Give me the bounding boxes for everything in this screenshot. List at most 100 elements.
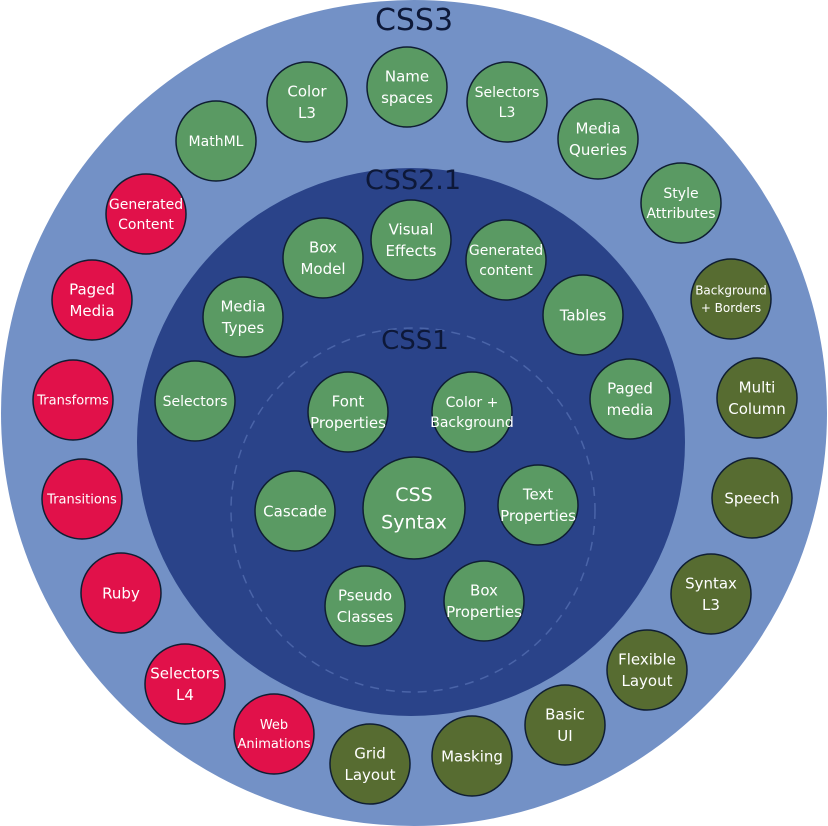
module-label: Effects bbox=[386, 242, 437, 260]
module-selectors-l4: Selectors L4 bbox=[144, 643, 226, 725]
module-circle bbox=[606, 629, 688, 711]
css1-ring bbox=[230, 327, 596, 693]
module-label: Paged bbox=[607, 379, 653, 397]
module-circle bbox=[466, 61, 548, 143]
module-syntax-l3: Syntax L3 bbox=[670, 553, 752, 635]
module-circle bbox=[431, 715, 513, 797]
module-label: L3 bbox=[298, 104, 316, 122]
module-label: Animations bbox=[237, 737, 310, 752]
module-circle bbox=[175, 100, 257, 182]
module-label: Properties bbox=[446, 603, 522, 621]
module-cascade: Cascade bbox=[254, 470, 336, 552]
module-box-properties: Box Properties bbox=[443, 560, 525, 642]
module-paged-media-css3: Paged Media bbox=[51, 259, 133, 341]
module-text-properties: Text Properties bbox=[497, 464, 579, 546]
module-label: Selectors bbox=[163, 394, 228, 410]
module-label: Pseudo bbox=[338, 586, 392, 604]
module-label: + Borders bbox=[701, 301, 761, 315]
module-label: Font bbox=[332, 392, 365, 410]
module-label: Types bbox=[221, 319, 264, 337]
module-generated-content-css3: Generated Content bbox=[105, 173, 187, 255]
module-circle bbox=[716, 357, 798, 439]
module-label: spaces bbox=[381, 89, 433, 107]
module-circle bbox=[711, 457, 793, 539]
module-ruby: Ruby bbox=[80, 552, 162, 634]
module-label: L3 bbox=[499, 105, 516, 121]
module-circle bbox=[370, 199, 452, 281]
module-circle bbox=[41, 458, 123, 540]
module-label: Properties bbox=[500, 507, 576, 525]
module-label: Syntax bbox=[685, 574, 737, 592]
module-paged-media-21: Paged media bbox=[589, 358, 671, 440]
module-pseudo-classes: Pseudo Classes bbox=[324, 565, 406, 647]
module-circle bbox=[307, 371, 389, 453]
module-transitions: Transitions bbox=[41, 458, 123, 540]
module-label: Attributes bbox=[646, 206, 715, 222]
module-label: Generated bbox=[469, 243, 543, 259]
module-label: Media bbox=[220, 297, 265, 315]
module-label: Transitions bbox=[46, 493, 117, 508]
module-css-syntax: CSS Syntax bbox=[362, 456, 466, 560]
module-circle bbox=[542, 274, 624, 356]
module-circle bbox=[557, 98, 639, 180]
module-circle bbox=[640, 162, 722, 244]
module-circle bbox=[443, 560, 525, 642]
module-label: Cascade bbox=[263, 502, 327, 520]
module-circle bbox=[329, 723, 411, 805]
module-label: content bbox=[479, 263, 533, 279]
module-label: Content bbox=[118, 217, 174, 233]
module-label: Text bbox=[522, 485, 553, 503]
module-basic-ui: Basic UI bbox=[524, 684, 606, 766]
module-selectors-21: Selectors bbox=[154, 360, 236, 442]
module-label: Model bbox=[300, 260, 345, 278]
module-circle bbox=[465, 219, 547, 301]
module-label: Generated bbox=[109, 197, 183, 213]
module-label: Column bbox=[728, 400, 785, 418]
module-label: Color bbox=[287, 82, 327, 100]
module-nodes: CSS Syntax Font Properties Color + Background… bbox=[32, 46, 798, 805]
module-circle bbox=[670, 553, 752, 635]
module-font-properties: Font Properties bbox=[307, 371, 389, 453]
module-label: Classes bbox=[337, 608, 394, 626]
module-label: Masking bbox=[441, 747, 503, 765]
module-circle bbox=[51, 259, 133, 341]
module-label: Media bbox=[69, 302, 114, 320]
module-label: CSS bbox=[395, 484, 432, 506]
module-label: Queries bbox=[569, 141, 627, 159]
module-label: Grid bbox=[354, 744, 385, 762]
module-label: Background bbox=[695, 284, 767, 298]
module-label: Style bbox=[663, 186, 698, 202]
module-circle bbox=[524, 684, 606, 766]
module-namespaces: Name spaces bbox=[366, 46, 448, 128]
module-label: Web bbox=[260, 718, 288, 733]
module-label: Paged bbox=[69, 280, 115, 298]
module-box-model: Box Model bbox=[282, 217, 364, 299]
module-label: Media bbox=[575, 119, 620, 137]
module-circle bbox=[431, 371, 513, 453]
module-speech: Speech bbox=[711, 457, 793, 539]
module-label: Properties bbox=[310, 414, 386, 432]
module-label: Color + bbox=[446, 395, 499, 411]
module-style-attributes: Style Attributes bbox=[640, 162, 722, 244]
module-masking: Masking bbox=[431, 715, 513, 797]
module-label: L3 bbox=[702, 596, 720, 614]
module-label: Tables bbox=[559, 306, 607, 324]
module-circle bbox=[202, 276, 284, 358]
module-label: Layout bbox=[622, 672, 673, 690]
module-label: Basic bbox=[545, 705, 585, 723]
module-transforms: Transforms bbox=[32, 359, 114, 441]
module-circle bbox=[80, 552, 162, 634]
module-flexible-layout: Flexible Layout bbox=[606, 629, 688, 711]
module-circle bbox=[589, 358, 671, 440]
module-label: Layout bbox=[345, 766, 396, 784]
module-circle bbox=[254, 470, 336, 552]
module-multi-column: Multi Column bbox=[716, 357, 798, 439]
module-label: Multi bbox=[739, 378, 776, 396]
module-circle bbox=[497, 464, 579, 546]
module-label: Syntax bbox=[381, 511, 447, 533]
module-label: Speech bbox=[724, 489, 779, 507]
module-circle bbox=[282, 217, 364, 299]
module-circle bbox=[105, 173, 187, 255]
module-media-types: Media Types bbox=[202, 276, 284, 358]
